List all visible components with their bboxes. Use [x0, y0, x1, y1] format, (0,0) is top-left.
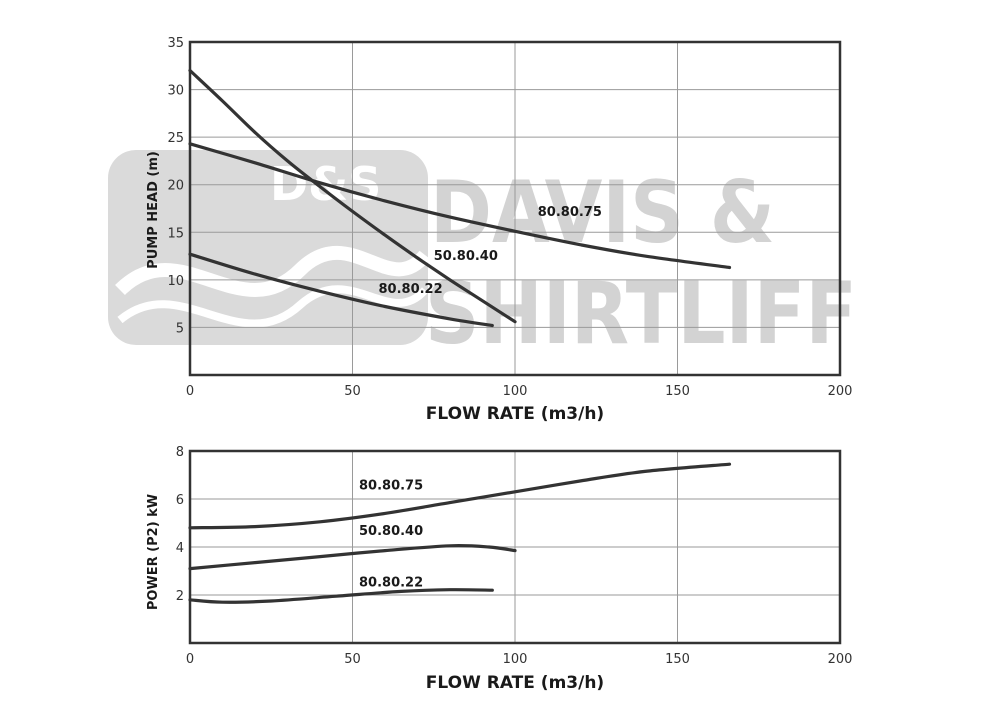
- power-label-50-80-40: 50.80.40: [359, 524, 423, 539]
- pump-head-y-tick-label: 10: [167, 274, 184, 289]
- pump-head-y-tick-label: 25: [167, 131, 184, 146]
- power-curve-80-80-22: [188, 588, 494, 604]
- pump-head-x-tick-label: 100: [503, 384, 528, 399]
- power-curve-50-80-40: [188, 544, 517, 571]
- pump-head-curve-50-80-40: [188, 68, 517, 324]
- pump-head-series-labels: 80.80.75 50.80.40 80.80.22: [379, 205, 602, 297]
- power-label-80-80-75: 80.80.75: [359, 478, 423, 493]
- power-y-tick-label: 4: [176, 541, 184, 556]
- power-curve-80-80-75: [188, 462, 732, 530]
- pump-head-y-tick-label: 30: [167, 84, 184, 99]
- logo-badge-shape: [108, 150, 428, 345]
- power-x-tick-label: 200: [828, 652, 853, 667]
- power-x-axis-title: FLOW RATE (m3/h): [426, 673, 604, 693]
- pump-head-ticks: 0 50 100 150 200 5 10 15 20 25 30 35: [167, 36, 852, 399]
- pump-head-x-tick-label: 150: [665, 384, 690, 399]
- power-y-tick-label: 2: [176, 589, 184, 604]
- pump-head-x-axis-title: FLOW RATE (m3/h): [426, 404, 604, 424]
- brand-line-2: SHIRTLIFF: [425, 264, 857, 364]
- power-x-tick-label: 150: [665, 652, 690, 667]
- pump-head-curves: [188, 68, 732, 328]
- power-y-axis-title: POWER (P2) kW: [146, 494, 161, 610]
- power-chart: 0 50 100 150 200 2 4 6 8 80.80.75 50.80.40 80.80.2…: [146, 445, 852, 693]
- pump-head-label-80-80-22: 80.80.22: [379, 282, 443, 297]
- logo-wave-1: [115, 245, 431, 297]
- brand-line-1: DAVIS &: [430, 163, 775, 263]
- power-y-tick-label: 6: [176, 493, 184, 508]
- pump-head-y-tick-label: 15: [167, 226, 184, 241]
- power-series-labels: 80.80.75 50.80.40 80.80.22: [359, 478, 423, 590]
- logo-wave-2: [117, 285, 429, 328]
- power-x-tick-label: 0: [186, 652, 194, 667]
- power-y-tick-label: 8: [176, 445, 184, 460]
- pump-head-chart: 0 50 100 150 200 5 10 15 20 25 30 35 80.80.75 50.80.…: [146, 36, 852, 424]
- pump-head-y-axis-title: PUMP HEAD (m): [146, 151, 161, 269]
- pump-head-label-80-80-75: 80.80.75: [538, 205, 602, 220]
- pump-head-x-tick-label: 0: [186, 384, 194, 399]
- pump-head-x-tick-label: 50: [344, 384, 361, 399]
- power-grid: [190, 451, 840, 643]
- pump-head-curve-80-80-75: [188, 142, 732, 270]
- pump-head-y-tick-label: 35: [167, 36, 184, 51]
- pump-head-label-50-80-40: 50.80.40: [434, 249, 498, 264]
- power-ticks: 0 50 100 150 200 2 4 6 8: [176, 445, 853, 667]
- power-x-tick-label: 50: [344, 652, 361, 667]
- pump-head-y-tick-label: 20: [167, 179, 184, 194]
- power-x-tick-label: 100: [503, 652, 528, 667]
- power-label-80-80-22: 80.80.22: [359, 576, 423, 591]
- pump-head-curve-80-80-22: [188, 252, 494, 328]
- pump-head-x-tick-label: 200: [828, 384, 853, 399]
- power-curves: [188, 462, 732, 604]
- pump-head-plot-frame: [188, 40, 842, 377]
- pump-head-y-tick-label: 5: [176, 321, 184, 336]
- power-plot-frame: [188, 449, 842, 645]
